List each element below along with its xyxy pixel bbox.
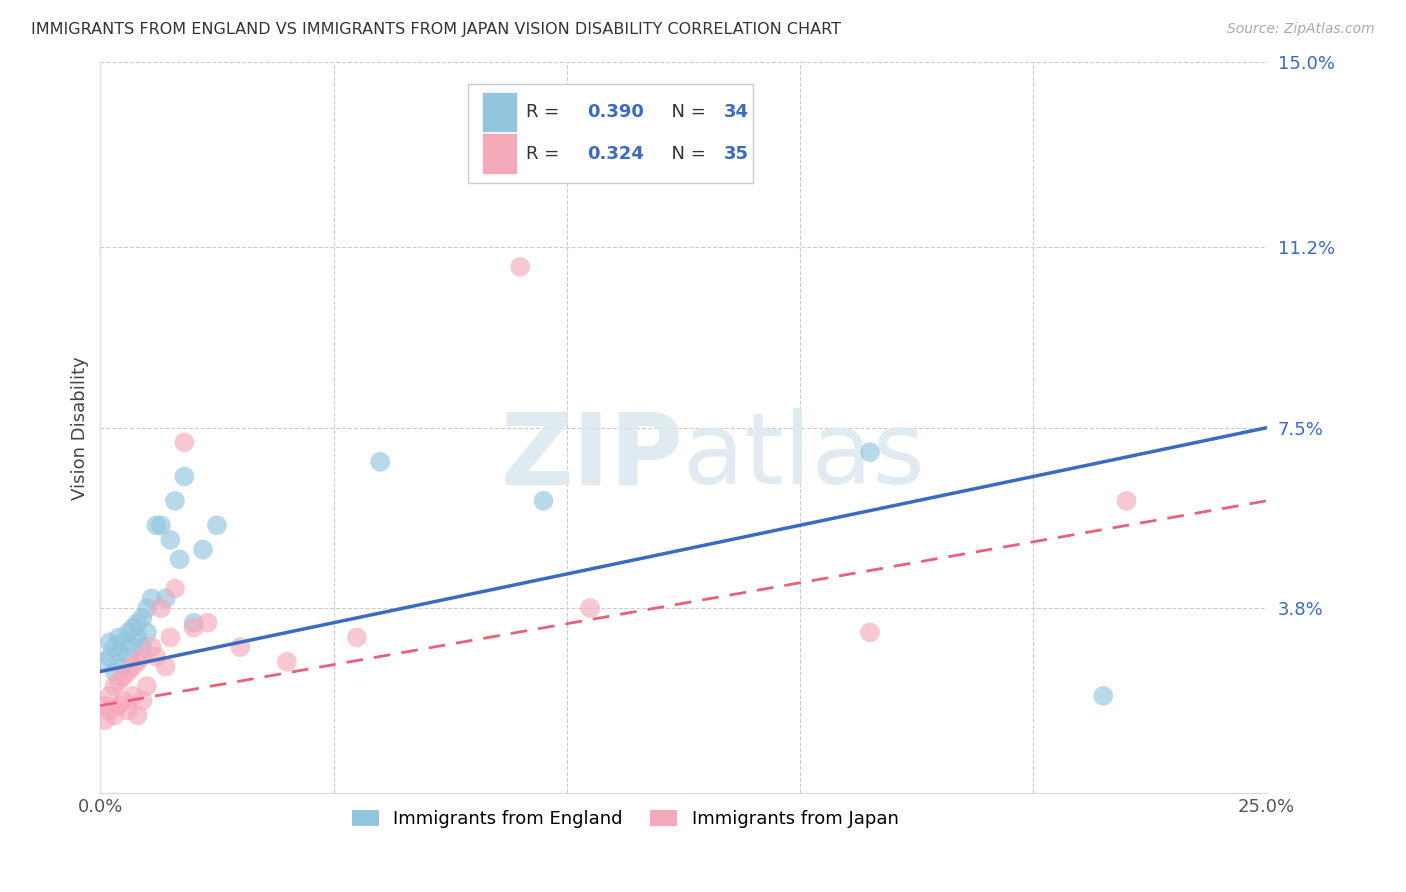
Text: ZIP: ZIP: [501, 409, 683, 506]
Point: [122, 689, 145, 703]
Y-axis label: Vision Disability: Vision Disability: [72, 356, 89, 500]
Point: [122, 659, 145, 673]
Point: [94, 698, 117, 713]
Text: 0.390: 0.390: [586, 103, 644, 120]
Point: [94, 713, 117, 727]
Point: [122, 621, 145, 635]
Point: [579, 601, 602, 615]
Legend: Immigrants from England, Immigrants from Japan: Immigrants from England, Immigrants from…: [344, 803, 905, 836]
Point: [103, 679, 125, 693]
Point: [98, 635, 121, 649]
Point: [205, 518, 228, 533]
Point: [150, 601, 173, 615]
Point: [112, 659, 135, 673]
Point: [103, 665, 125, 679]
Point: [127, 655, 149, 669]
Point: [229, 640, 252, 654]
Point: [108, 698, 131, 713]
Point: [159, 631, 181, 645]
Point: [131, 611, 153, 625]
Point: [108, 631, 131, 645]
Point: [1115, 494, 1137, 508]
Point: [117, 649, 139, 664]
Text: 34: 34: [724, 103, 749, 120]
Point: [368, 455, 391, 469]
Point: [276, 655, 298, 669]
Point: [131, 694, 153, 708]
Point: [131, 649, 153, 664]
Point: [117, 704, 139, 718]
Point: [159, 533, 181, 547]
Text: IMMIGRANTS FROM ENGLAND VS IMMIGRANTS FROM JAPAN VISION DISABILITY CORRELATION C: IMMIGRANTS FROM ENGLAND VS IMMIGRANTS FR…: [31, 22, 841, 37]
Point: [859, 625, 882, 640]
Text: R =: R =: [526, 145, 565, 162]
Point: [155, 659, 177, 673]
Point: [127, 708, 149, 723]
Point: [1092, 689, 1115, 703]
Point: [112, 669, 135, 683]
Point: [131, 640, 153, 654]
Point: [509, 260, 531, 274]
Point: [173, 469, 195, 483]
Point: [346, 631, 368, 645]
Point: [533, 494, 555, 508]
Point: [183, 615, 205, 630]
Point: [103, 640, 125, 654]
Point: [141, 591, 163, 606]
Point: [112, 635, 135, 649]
Point: [155, 591, 177, 606]
FancyBboxPatch shape: [468, 84, 754, 183]
Point: [145, 518, 167, 533]
FancyBboxPatch shape: [482, 134, 516, 174]
Point: [191, 542, 214, 557]
Text: R =: R =: [526, 103, 565, 120]
Point: [163, 494, 186, 508]
Text: N =: N =: [659, 145, 711, 162]
Point: [169, 552, 191, 566]
Point: [117, 665, 139, 679]
Point: [173, 435, 195, 450]
Point: [98, 704, 121, 718]
FancyBboxPatch shape: [482, 92, 516, 132]
Point: [136, 679, 159, 693]
Point: [117, 625, 139, 640]
Point: [98, 649, 121, 664]
Point: [98, 689, 121, 703]
Point: [163, 582, 186, 596]
Point: [103, 708, 125, 723]
Text: N =: N =: [659, 103, 711, 120]
Point: [94, 655, 117, 669]
Point: [150, 518, 173, 533]
Point: [108, 674, 131, 689]
Point: [127, 615, 149, 630]
Text: Source: ZipAtlas.com: Source: ZipAtlas.com: [1227, 22, 1375, 37]
Point: [197, 615, 219, 630]
Point: [183, 621, 205, 635]
Point: [127, 631, 149, 645]
Point: [122, 640, 145, 654]
Point: [141, 640, 163, 654]
Point: [112, 694, 135, 708]
Point: [136, 625, 159, 640]
Text: atlas: atlas: [683, 409, 925, 506]
Point: [136, 601, 159, 615]
Text: 0.324: 0.324: [586, 145, 644, 162]
Point: [108, 645, 131, 659]
Point: [859, 445, 882, 459]
Text: 35: 35: [724, 145, 749, 162]
Point: [145, 649, 167, 664]
